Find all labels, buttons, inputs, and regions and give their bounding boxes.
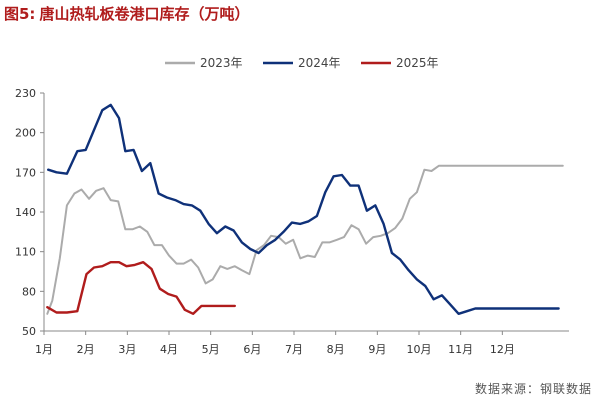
x-tick-label: 3月 <box>118 343 136 356</box>
series-line-2025年 <box>46 261 237 315</box>
x-tick-label: 6月 <box>243 343 261 356</box>
x-tick-label: 2月 <box>77 343 95 356</box>
y-tick-label: 50 <box>22 325 36 338</box>
x-tick-label: 5月 <box>202 343 220 356</box>
y-tick-label: 200 <box>15 127 36 140</box>
y-tick-label: 140 <box>15 206 36 219</box>
data-source: 数据来源：钢联数据 <box>474 382 592 396</box>
y-tick-label: 230 <box>15 87 36 100</box>
x-tick-label: 10月 <box>407 343 432 356</box>
x-tick-label: 11月 <box>448 343 473 356</box>
x-tick-label: 12月 <box>490 343 515 356</box>
legend-label: 2023年 <box>200 56 243 70</box>
x-tick-label: 7月 <box>285 343 303 356</box>
x-tick-label: 9月 <box>368 343 386 356</box>
series-line-2024年 <box>47 103 560 315</box>
figure-title: 唐山热轧板卷港口库存（万吨） <box>39 5 250 23</box>
x-tick-label: 4月 <box>160 343 178 356</box>
series-line-2023年 <box>46 164 564 315</box>
y-tick-label: 80 <box>22 285 36 298</box>
x-tick-label: 8月 <box>327 343 345 356</box>
figure-label: 图5: <box>4 5 36 23</box>
legend-label: 2024年 <box>298 56 341 70</box>
x-tick-label: 1月 <box>35 343 53 356</box>
y-tick-label: 170 <box>15 166 36 179</box>
y-tick-label: 110 <box>15 246 36 259</box>
chart-title: 图5: 唐山热轧板卷港口库存（万吨） <box>4 3 249 24</box>
legend-label: 2025年 <box>396 56 439 70</box>
